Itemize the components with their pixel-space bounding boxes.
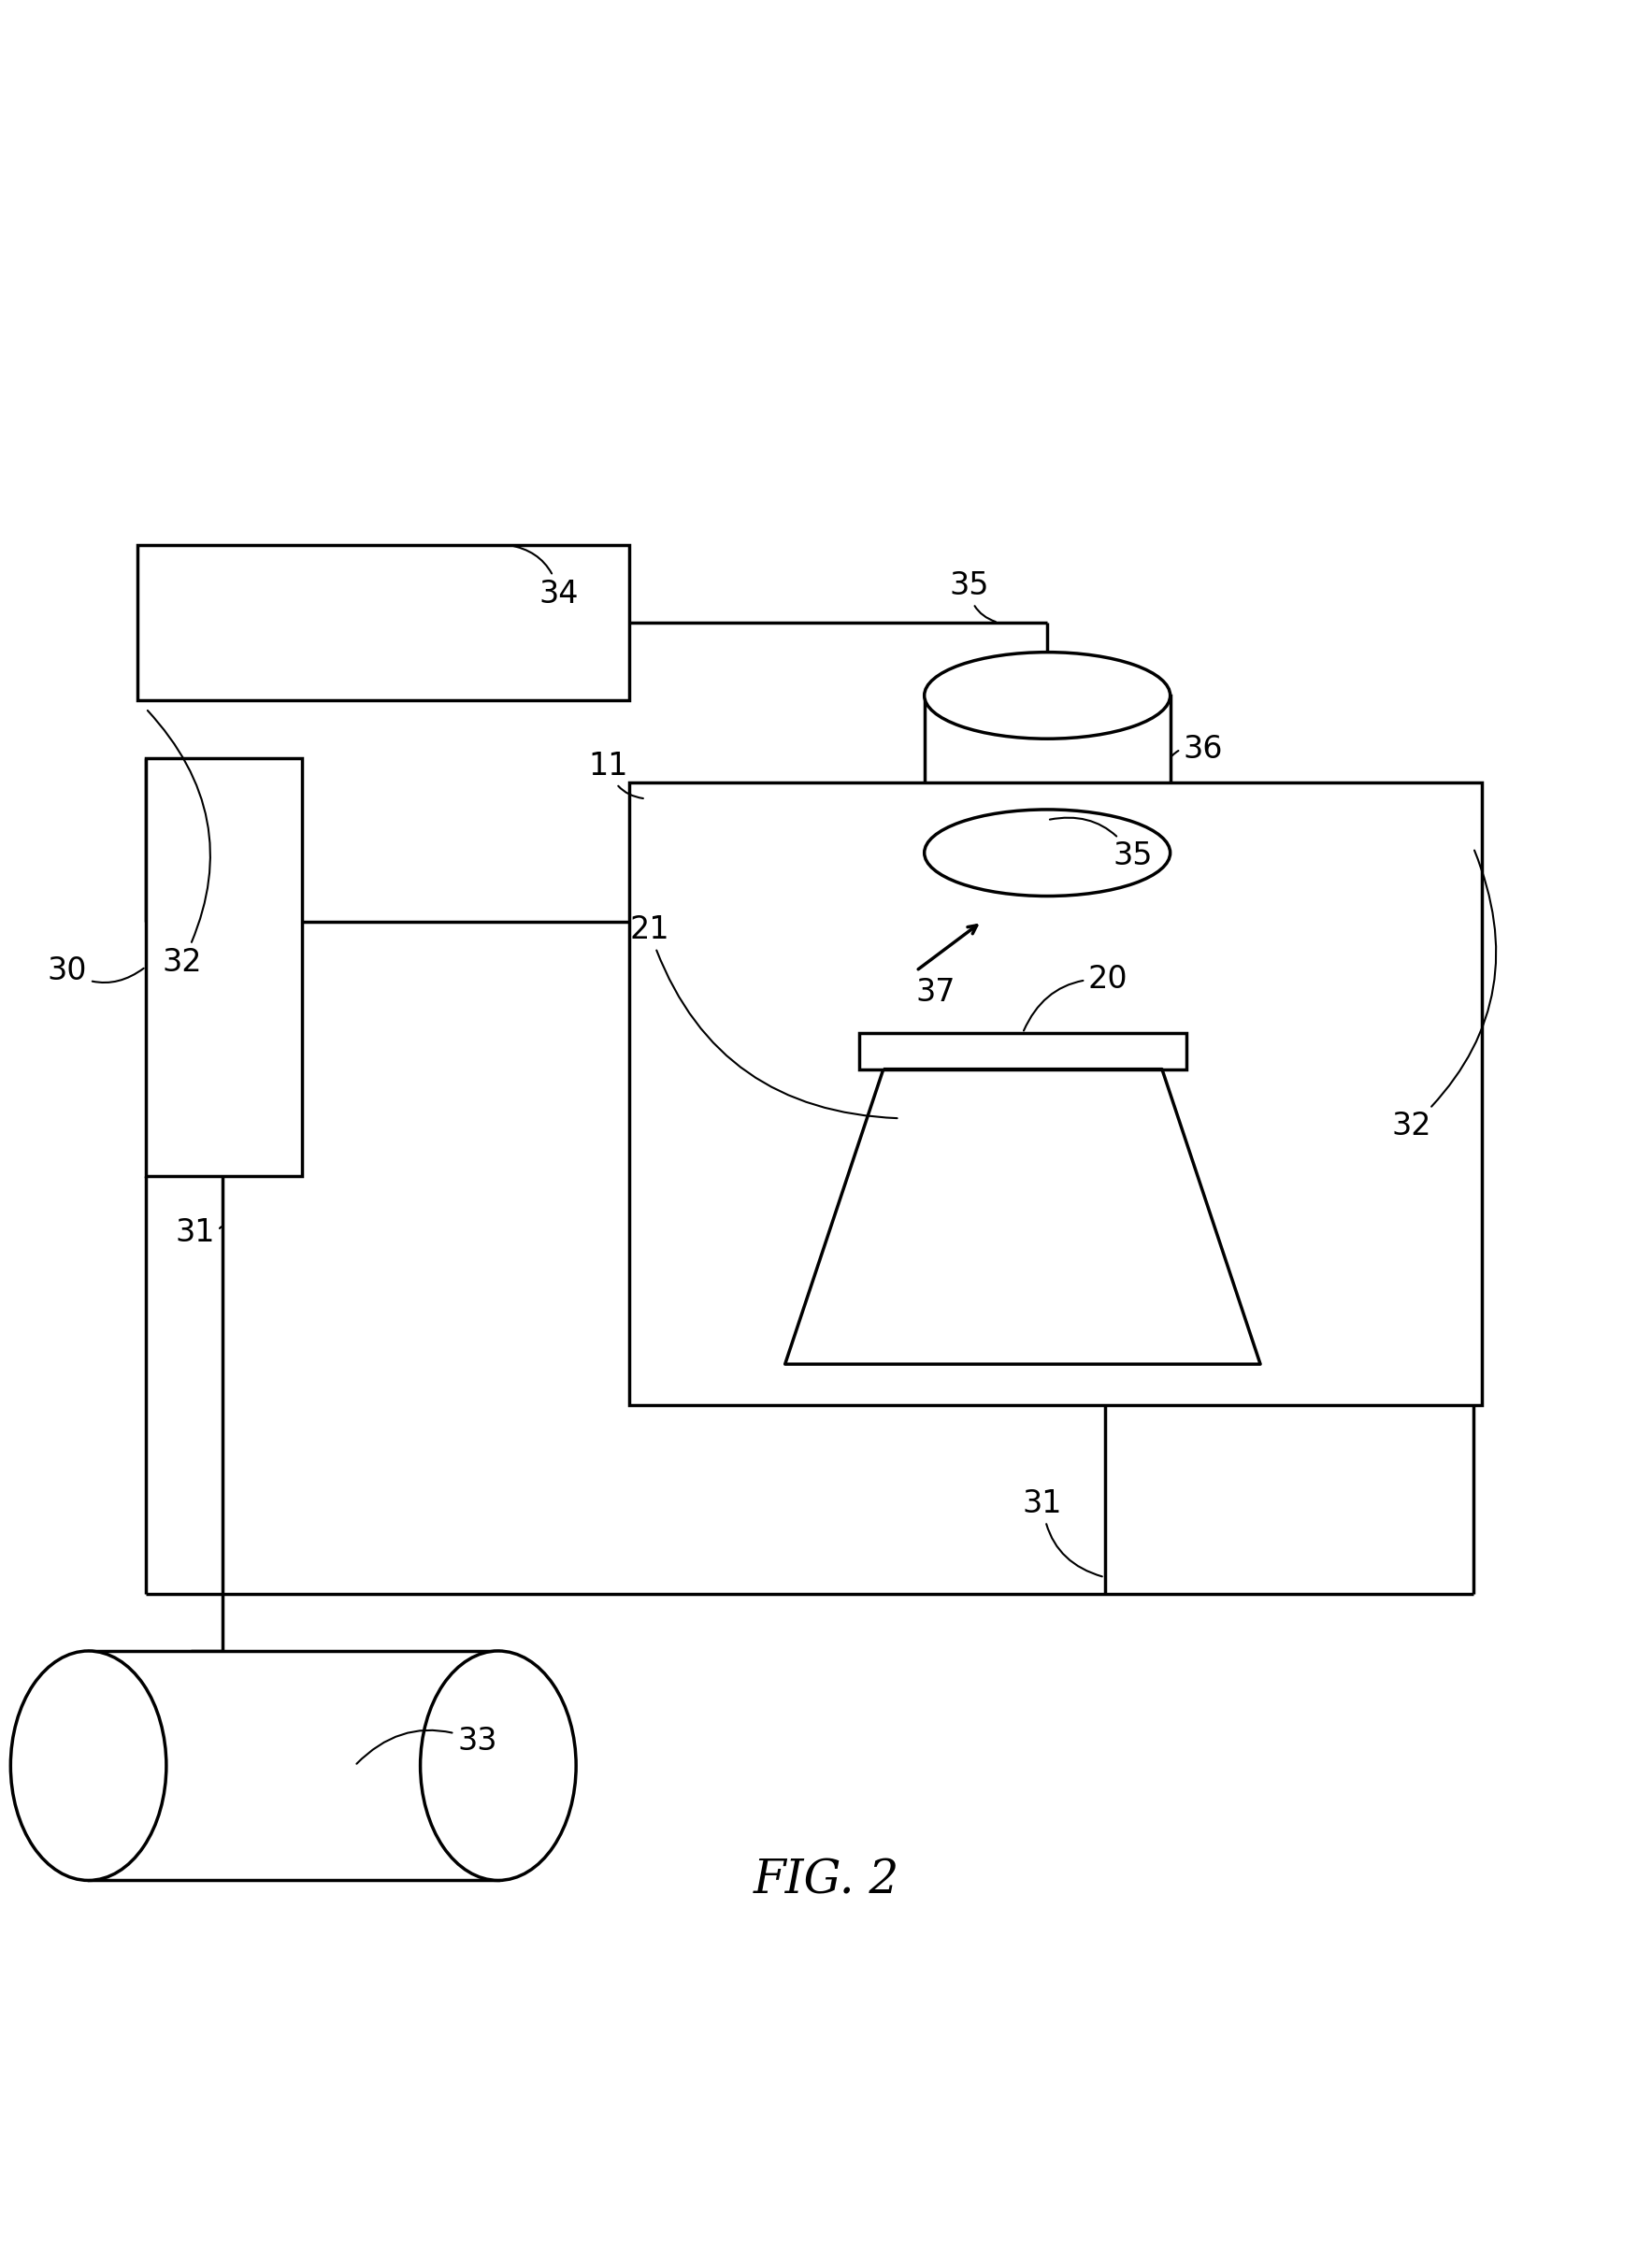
Text: 36: 36 [1171,734,1222,766]
Text: 35: 35 [948,570,996,622]
Ellipse shape [10,1651,167,1881]
Text: 32: 32 [1391,849,1497,1142]
Text: 37: 37 [917,978,957,1007]
Bar [137,545,629,701]
Ellipse shape [925,651,1170,739]
Text: 20: 20 [1024,964,1128,1030]
Text: 35: 35 [1049,818,1153,872]
Text: 33: 33 [357,1726,497,1764]
Bar [629,782,1482,1406]
Bar [145,757,302,1176]
Text: 21: 21 [629,915,897,1117]
Text: 34: 34 [509,545,578,608]
Ellipse shape [925,809,1170,897]
Bar [925,696,1170,854]
Text: 32: 32 [147,710,210,978]
Bar [89,1651,499,1881]
Text: FIG. 2: FIG. 2 [753,1856,899,1904]
Text: 31: 31 [1023,1487,1102,1577]
Ellipse shape [420,1651,577,1881]
Text: 30: 30 [48,955,144,987]
Text: 31: 31 [175,1217,221,1248]
Text: 11: 11 [588,750,643,798]
Bar [859,1034,1186,1070]
